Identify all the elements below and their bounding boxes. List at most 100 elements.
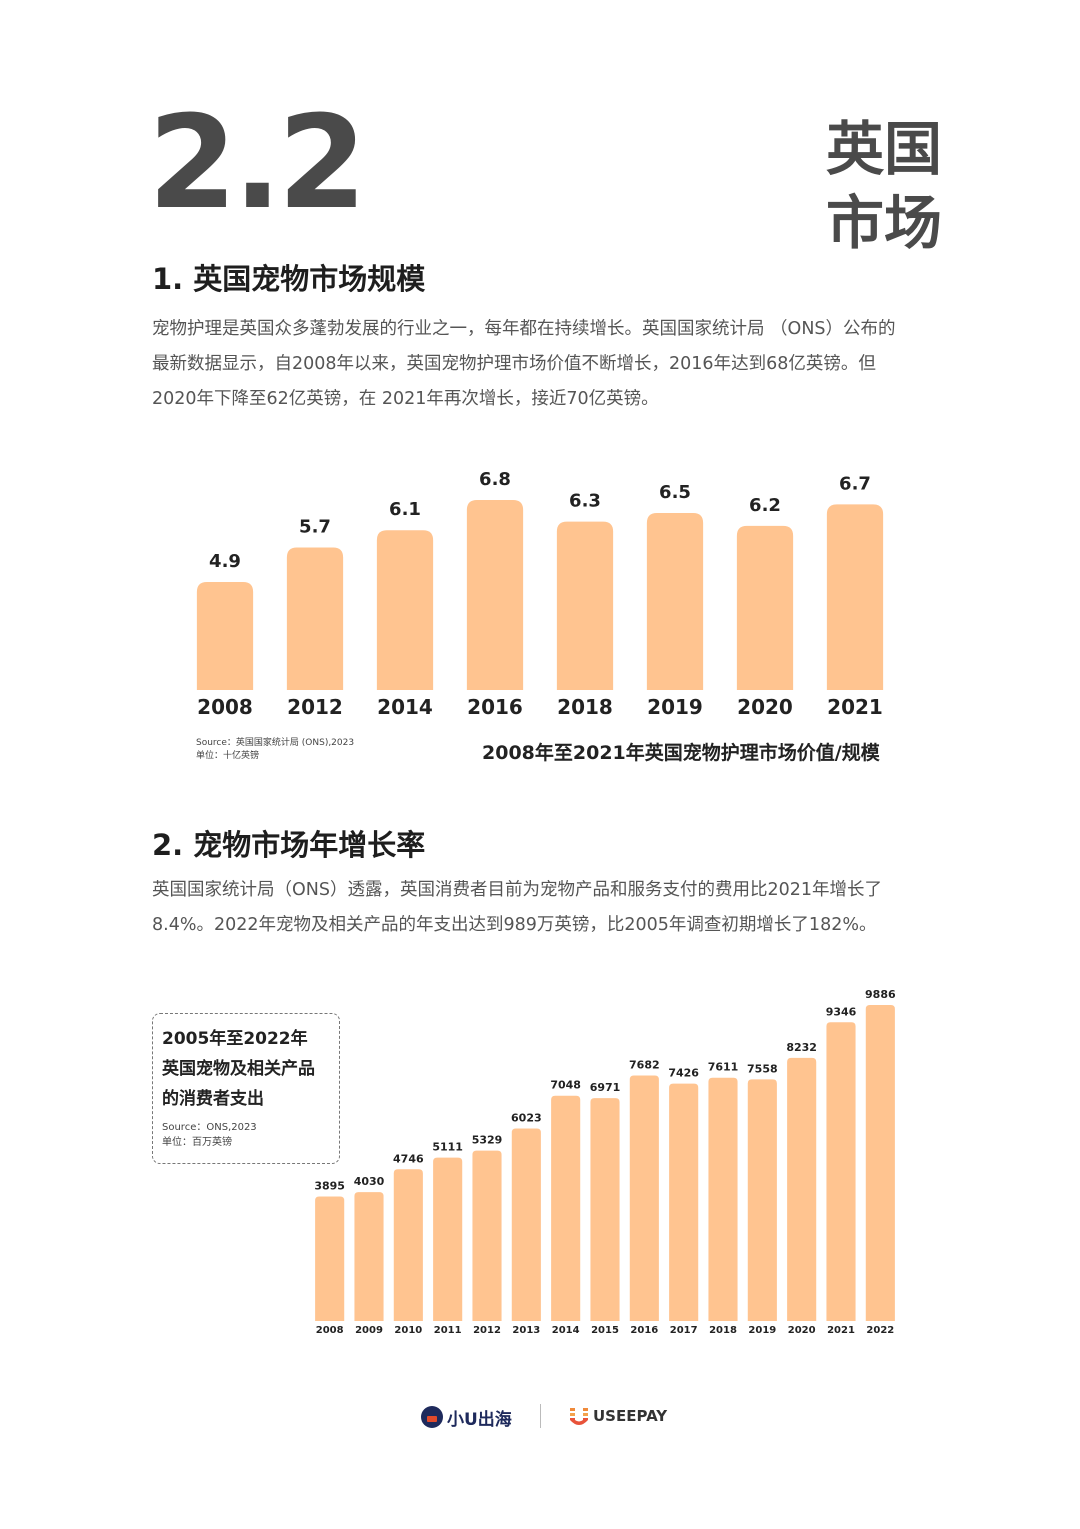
bar <box>466 500 524 690</box>
x-tick-label: 2013 <box>512 1325 540 1336</box>
part1-paragraph-line: 2020年下降至62亿英镑，在 2021年再次增长，接近70亿英镑。 <box>152 389 659 409</box>
bar <box>551 1095 581 1321</box>
xiaou-logo-icon <box>421 1406 443 1428</box>
data-label: 4746 <box>393 1152 424 1165</box>
chart1-caption: 2008年至2021年英国宠物护理市场价值/规模 <box>482 742 880 764</box>
x-tick-label: 2012 <box>473 1325 501 1336</box>
data-label: 4030 <box>354 1175 385 1188</box>
data-label: 7558 <box>747 1062 778 1075</box>
x-tick-label: 2022 <box>866 1325 894 1336</box>
chart2-title-line: 2005年至2022年 <box>162 1029 308 1049</box>
chart2-source: Source：ONS,2023 单位：百万英镑 <box>162 1120 257 1150</box>
data-label: 7682 <box>629 1058 660 1071</box>
useepay-logo-icon <box>570 1408 588 1425</box>
section-title: 英国 市场 <box>826 112 946 260</box>
bar <box>865 1005 895 1321</box>
bar <box>354 1192 384 1321</box>
x-tick-label: 2018 <box>709 1325 737 1336</box>
data-label: 5111 <box>432 1141 463 1154</box>
data-label: 7048 <box>550 1079 581 1092</box>
consumer-spending-bar-chart: 3895 2008 4030 2009 4746 2010 5111 2011 5329 2012… <box>314 988 896 1336</box>
chart1-source-line: Source：英国国家统计局 (ONS),2023 <box>196 738 355 748</box>
chart2-title-line: 的消费者支出 <box>162 1089 264 1109</box>
x-tick-label: 2020 <box>788 1325 816 1336</box>
data-label: 3895 <box>314 1179 345 1192</box>
bar <box>736 525 794 690</box>
xiaou-logo-text: 小U出海 <box>447 1410 512 1430</box>
data-label: 6.7 <box>839 473 871 494</box>
x-tick-label: 2021 <box>827 695 883 719</box>
x-tick-label: 2010 <box>394 1325 422 1336</box>
bar <box>433 1157 463 1321</box>
data-label: 9886 <box>865 988 896 1001</box>
data-label: 7426 <box>668 1067 699 1080</box>
x-tick-label: 2011 <box>434 1325 462 1336</box>
data-label: 4.9 <box>209 551 241 572</box>
part2-paragraph-line: 8.4%。2022年宠物及相关产品的年支出达到989万英镑，比2005年调查初期… <box>152 915 877 935</box>
bar <box>787 1057 817 1321</box>
footer: 小U出海 USEEPAY <box>0 1402 1080 1432</box>
bar <box>511 1128 541 1321</box>
bar <box>590 1098 620 1321</box>
data-label: 6.5 <box>659 482 691 503</box>
chart1-source: Source：英国国家统计局 (ONS),2023 单位：十亿英镑 <box>196 737 354 763</box>
section-title-line-1: 英国 <box>826 115 943 183</box>
chart1-unit-line: 单位：十亿英镑 <box>196 751 260 761</box>
x-tick-label: 2008 <box>316 1325 344 1336</box>
x-tick-label: 2017 <box>670 1325 698 1336</box>
data-label: 5329 <box>472 1134 503 1147</box>
data-label: 9346 <box>826 1005 857 1018</box>
section-title-line-2: 市场 <box>826 189 943 258</box>
part2-paragraph: 英国国家统计局（ONS）透露，英国消费者目前为宠物产品和服务支付的费用比2021… <box>152 873 932 943</box>
bar <box>708 1077 738 1321</box>
x-tick-label: 2012 <box>287 695 343 719</box>
part1-paragraph: 宠物护理是英国众多蓬勃发展的行业之一，每年都在持续增长。英国国家统计局 （ONS… <box>152 312 932 417</box>
x-tick-label: 2019 <box>748 1325 776 1336</box>
part1-paragraph-line: 宠物护理是英国众多蓬勃发展的行业之一，每年都在持续增长。英国国家统计局 （ONS… <box>152 319 896 339</box>
useepay-logo-text: USEEPAY <box>593 1407 668 1425</box>
bar <box>646 512 704 690</box>
bar <box>286 547 344 690</box>
x-tick-label: 2014 <box>377 695 433 719</box>
data-label: 6.8 <box>479 469 511 490</box>
bar <box>826 1022 856 1321</box>
x-tick-label: 2016 <box>467 695 523 719</box>
bar <box>669 1083 699 1321</box>
part2-paragraph-line: 英国国家统计局（ONS）透露，英国消费者目前为宠物产品和服务支付的费用比2021… <box>152 880 883 900</box>
bar <box>393 1169 423 1321</box>
data-label: 5.7 <box>299 517 331 538</box>
market-value-bar-chart: 4.9 2008 5.7 2012 6.1 2014 6.8 2016 6.3 2018 6.5 20… <box>196 469 884 719</box>
x-tick-label: 2016 <box>630 1325 658 1336</box>
data-label: 8232 <box>786 1041 817 1054</box>
bar <box>376 530 434 690</box>
part1-paragraph-line: 最新数据显示，自2008年以来，英国宠物护理市场价值不断增长，2016年达到68… <box>152 354 876 374</box>
bar <box>556 521 614 690</box>
chart2-unit-line: 单位：百万英镑 <box>162 1137 232 1148</box>
data-label: 6971 <box>590 1081 621 1094</box>
section-number: 2.2 <box>148 89 367 238</box>
chart2-legend-box: 2005年至2022年 英国宠物及相关产品 的消费者支出 Source：ONS,… <box>152 1013 340 1164</box>
chart2-source-line: Source：ONS,2023 <box>162 1122 257 1133</box>
data-label: 6.2 <box>749 495 781 516</box>
part2-heading: 2. 宠物市场年增长率 <box>152 828 426 862</box>
data-label: 6.3 <box>569 491 601 512</box>
bar <box>629 1075 659 1321</box>
x-tick-label: 2018 <box>557 695 613 719</box>
x-tick-label: 2015 <box>591 1325 619 1336</box>
bar <box>747 1079 777 1321</box>
x-tick-label: 2009 <box>355 1325 383 1336</box>
bar <box>196 582 254 690</box>
data-label: 7611 <box>708 1061 739 1074</box>
x-tick-label: 2021 <box>827 1325 855 1336</box>
x-tick-label: 2014 <box>552 1325 580 1336</box>
data-label: 6023 <box>511 1111 542 1124</box>
x-tick-label: 2020 <box>737 695 793 719</box>
chart2-title: 2005年至2022年 英国宠物及相关产品 的消费者支出 <box>162 1024 337 1114</box>
footer-divider <box>540 1404 541 1428</box>
bar <box>472 1150 502 1321</box>
bar <box>315 1196 345 1321</box>
chart2-title-line: 英国宠物及相关产品 <box>162 1059 315 1079</box>
x-tick-label: 2019 <box>647 695 703 719</box>
data-label: 6.1 <box>389 499 421 520</box>
bar <box>826 504 884 690</box>
